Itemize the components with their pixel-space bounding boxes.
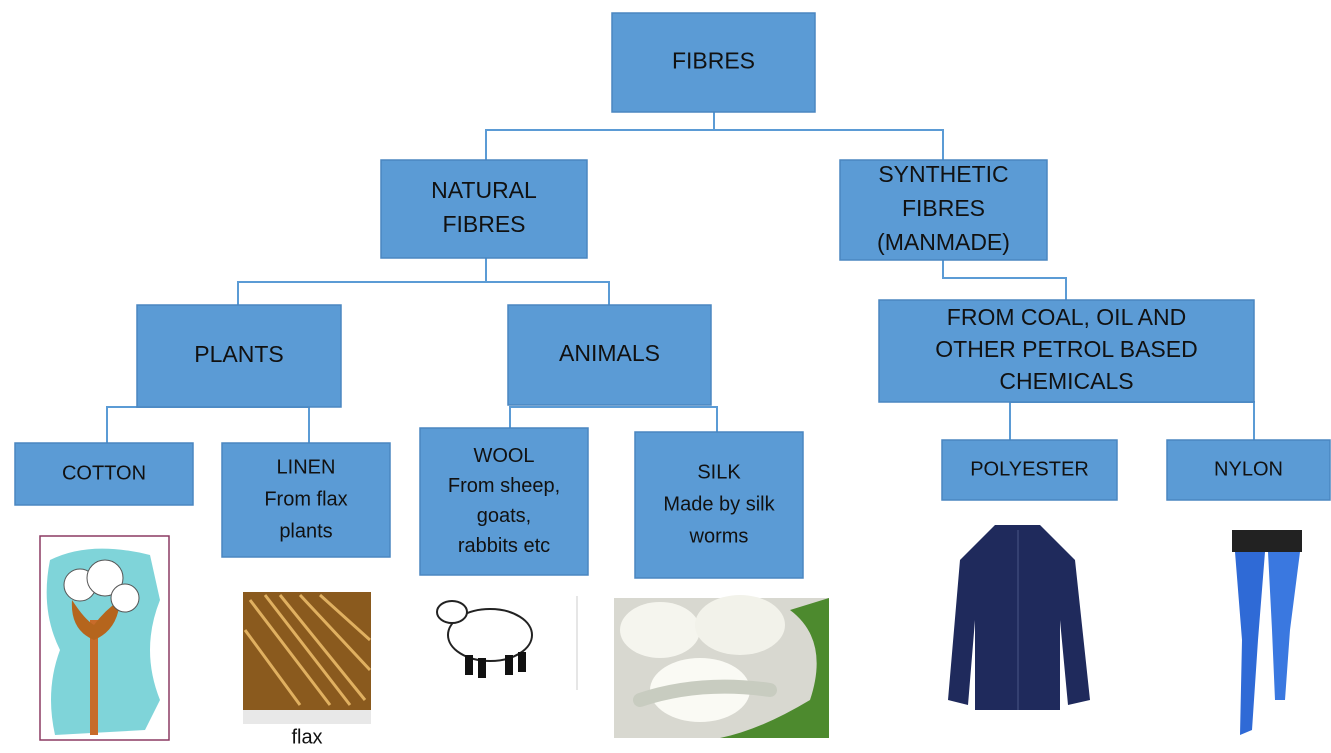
node-label: POLYESTER xyxy=(970,458,1089,480)
node-box xyxy=(381,160,587,258)
node-label: SILK xyxy=(697,461,741,483)
node-label: WOOL xyxy=(473,445,534,467)
node-label: FROM COAL, OIL AND xyxy=(947,304,1186,330)
node-label: worms xyxy=(689,525,749,547)
node-label: rabbits etc xyxy=(458,535,550,557)
node-label: FIBRES xyxy=(672,48,755,74)
node-label: From flax xyxy=(264,488,347,510)
cotton-image xyxy=(40,536,169,740)
node-label: (MANMADE) xyxy=(877,229,1010,255)
connector xyxy=(1010,402,1254,440)
node-label: PLANTS xyxy=(194,341,283,367)
tights-image xyxy=(1232,530,1302,735)
node-label: plants xyxy=(279,520,332,542)
boxes: FIBRES NATURAL FIBRES SYNTHETIC FIBRES (MANMA… xyxy=(15,13,1330,578)
connector xyxy=(943,260,1066,300)
jacket-image xyxy=(948,525,1090,710)
node-label: NYLON xyxy=(1214,458,1283,480)
node-label: ANIMALS xyxy=(559,340,660,366)
node-label: OTHER PETROL BASED xyxy=(935,336,1197,362)
node-label: FIBRES xyxy=(902,195,985,221)
node-label: CHEMICALS xyxy=(999,368,1133,394)
node-label: LINEN xyxy=(277,456,336,478)
flax-image: flax xyxy=(243,592,371,748)
node-label: COTTON xyxy=(62,462,146,484)
node-label: goats, xyxy=(477,505,531,527)
node-label: SYNTHETIC xyxy=(878,161,1008,187)
connector xyxy=(107,407,309,443)
sheep-image xyxy=(437,596,577,690)
diagram: FIBRES NATURAL FIBRES SYNTHETIC FIBRES (MANMA… xyxy=(0,0,1331,753)
connector xyxy=(486,130,943,160)
node-label: Made by silk xyxy=(663,493,775,515)
silk-image xyxy=(614,595,829,738)
node-label: NATURAL xyxy=(431,177,537,203)
node-label: From sheep, xyxy=(448,475,560,497)
connector xyxy=(238,282,609,305)
node-label: FIBRES xyxy=(442,211,525,237)
image-caption: flax xyxy=(291,726,322,748)
